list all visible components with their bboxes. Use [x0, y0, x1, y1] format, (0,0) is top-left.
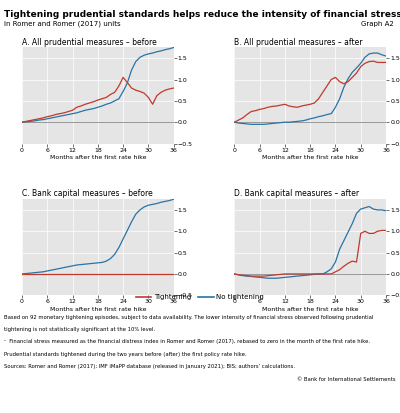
- Text: ¹  Financial stress measured as the financial distress index in Romer and Romer : ¹ Financial stress measured as the finan…: [4, 339, 370, 344]
- Text: © Bank for International Settlements: © Bank for International Settlements: [297, 377, 396, 382]
- Legend: Tightening, No tightening: Tightening, No tightening: [133, 292, 267, 303]
- Text: D. Bank capital measures – after: D. Bank capital measures – after: [234, 190, 360, 199]
- Text: Sources: Romer and Romer (2017); IMF iMaPP database (released in January 2021); : Sources: Romer and Romer (2017); IMF iMa…: [4, 364, 295, 369]
- Text: Prudential standards tightened during the two years before (after) the first pol: Prudential standards tightened during th…: [4, 352, 247, 357]
- Text: tightening is not statistically significant at the 10% level.: tightening is not statistically signific…: [4, 327, 155, 332]
- X-axis label: Months after the first rate hike: Months after the first rate hike: [50, 155, 146, 161]
- Text: A. All prudential measures – before: A. All prudential measures – before: [22, 38, 157, 47]
- Text: In Romer and Romer (2017) units: In Romer and Romer (2017) units: [4, 21, 121, 27]
- Text: Based on 92 monetary tightening episodes, subject to data availability. The lowe: Based on 92 monetary tightening episodes…: [4, 315, 373, 320]
- Text: B. All prudential measures – after: B. All prudential measures – after: [234, 38, 363, 47]
- X-axis label: Months after the first rate hike: Months after the first rate hike: [262, 307, 358, 312]
- Text: Graph A2: Graph A2: [361, 21, 394, 27]
- X-axis label: Months after the first rate hike: Months after the first rate hike: [262, 155, 358, 161]
- X-axis label: Months after the first rate hike: Months after the first rate hike: [50, 307, 146, 312]
- Text: C. Bank capital measures – before: C. Bank capital measures – before: [22, 190, 153, 199]
- Text: Tightening prudential standards helps reduce the intensity of financial stress¹: Tightening prudential standards helps re…: [4, 10, 400, 19]
